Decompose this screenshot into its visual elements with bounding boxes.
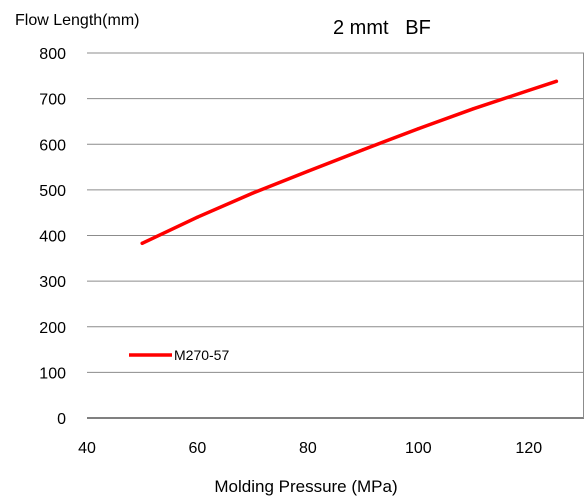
x-tick-labels: 40 60 80 100 120 — [78, 440, 542, 457]
x-tick-label: 40 — [78, 440, 96, 457]
chart-title: 2 mmt BF — [333, 17, 431, 39]
x-tick-label: 120 — [515, 440, 542, 457]
y-tick-label: 700 — [39, 92, 66, 109]
data-point — [306, 169, 310, 173]
series-line-0 — [140, 79, 559, 246]
y-tick-label: 600 — [39, 137, 66, 154]
y-axis-label: Flow Length(mm) — [15, 12, 139, 29]
data-point — [140, 241, 144, 245]
data-point — [554, 79, 558, 83]
data-point — [251, 191, 255, 195]
y-tick-label: 200 — [39, 320, 66, 337]
x-axis-label: Molding Pressure (MPa) — [214, 477, 397, 496]
gridlines — [87, 52, 584, 373]
y-tick-labels: 0 100 200 300 400 500 600 700 800 — [39, 46, 66, 428]
y-tick-label: 100 — [39, 365, 66, 382]
legend-label: M270-57 — [174, 347, 229, 363]
data-point — [527, 88, 531, 93]
legend: M270-57 — [129, 347, 229, 363]
data-point — [416, 127, 420, 131]
data-series — [140, 79, 559, 246]
x-tick-label: 80 — [299, 440, 317, 457]
y-tick-label: 400 — [39, 229, 66, 246]
x-tick-label: 100 — [405, 440, 432, 457]
data-point — [195, 215, 200, 219]
y-tick-label: 0 — [57, 411, 66, 428]
data-point — [361, 148, 365, 152]
y-tick-label: 800 — [39, 46, 66, 63]
y-tick-label: 500 — [39, 183, 66, 200]
x-tick-label: 60 — [189, 440, 207, 457]
y-tick-label: 300 — [39, 274, 66, 291]
data-point — [471, 107, 476, 111]
